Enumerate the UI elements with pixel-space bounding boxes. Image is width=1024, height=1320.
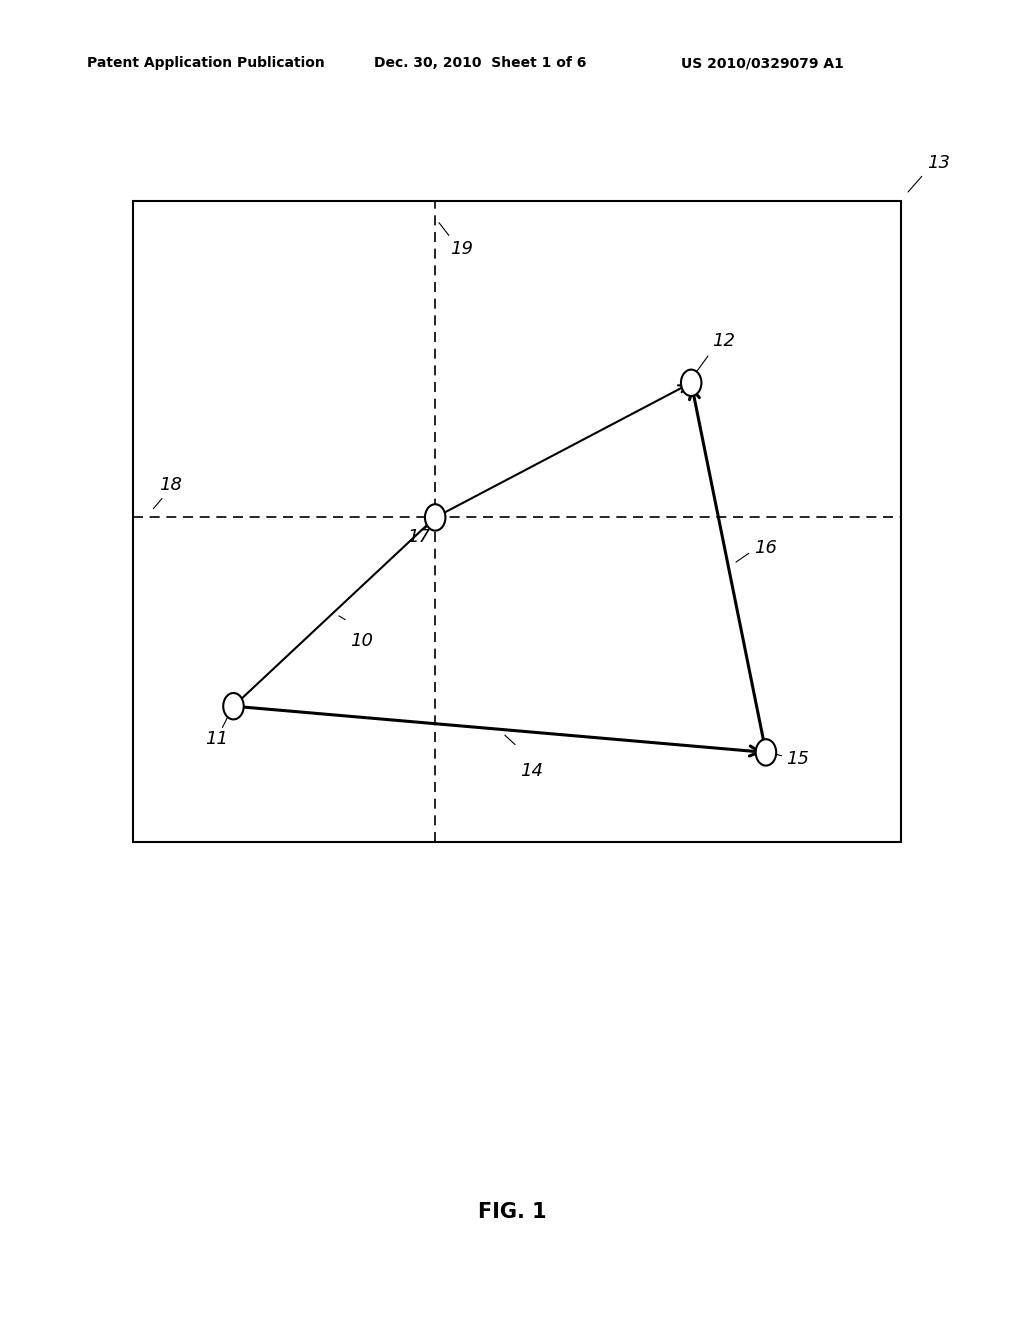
- Text: 14: 14: [520, 763, 543, 780]
- Text: 10: 10: [350, 632, 373, 649]
- Circle shape: [425, 504, 445, 531]
- Circle shape: [756, 739, 776, 766]
- Text: Dec. 30, 2010  Sheet 1 of 6: Dec. 30, 2010 Sheet 1 of 6: [374, 57, 586, 70]
- Circle shape: [223, 693, 244, 719]
- Text: 11: 11: [206, 730, 228, 748]
- Text: 16: 16: [754, 539, 777, 557]
- Text: 17: 17: [408, 528, 430, 546]
- Text: 19: 19: [451, 240, 473, 259]
- Text: 18: 18: [159, 475, 181, 494]
- Bar: [133, 201, 901, 842]
- Circle shape: [681, 370, 701, 396]
- Text: 12: 12: [712, 331, 734, 350]
- Text: 15: 15: [786, 750, 809, 768]
- Text: FIG. 1: FIG. 1: [477, 1201, 547, 1222]
- Text: Patent Application Publication: Patent Application Publication: [87, 57, 325, 70]
- Text: US 2010/0329079 A1: US 2010/0329079 A1: [681, 57, 844, 70]
- Text: 13: 13: [927, 153, 949, 172]
